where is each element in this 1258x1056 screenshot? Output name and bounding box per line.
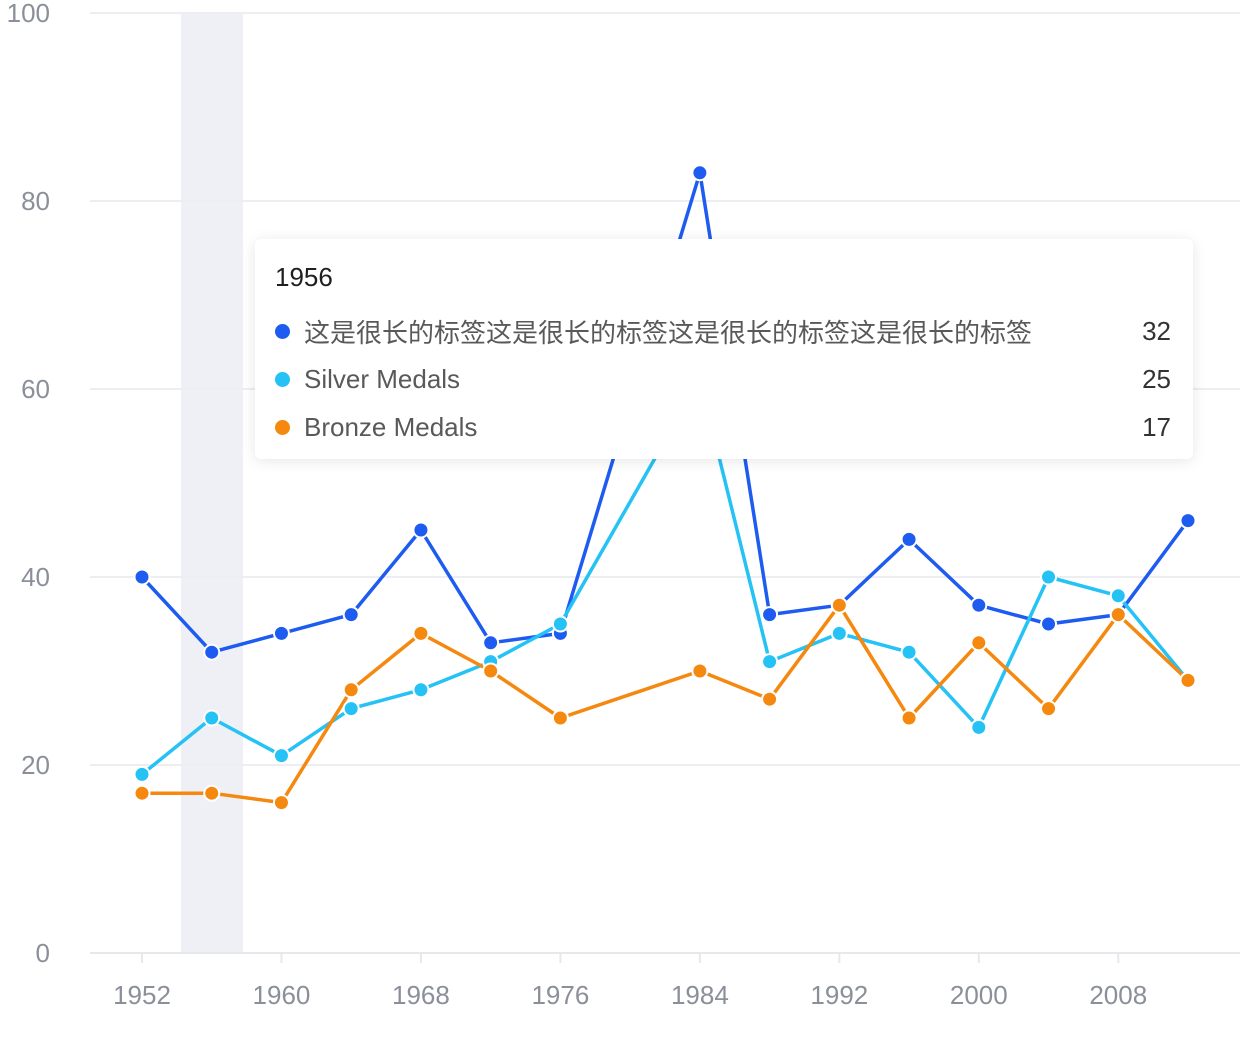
data-point[interactable] [761, 606, 779, 624]
data-point[interactable] [970, 718, 988, 736]
data-point[interactable] [412, 681, 430, 699]
tooltip-series-name: Bronze Medals [304, 411, 478, 442]
x-tick-label: 2008 [1089, 980, 1147, 1010]
legend-marker-icon [275, 323, 290, 339]
data-point[interactable] [342, 606, 360, 624]
y-tick-label: 20 [21, 750, 50, 780]
data-point[interactable] [133, 765, 151, 783]
data-point[interactable] [412, 521, 430, 539]
x-tick-label: 2000 [950, 980, 1008, 1010]
tooltip-series-name: Silver Medals [304, 363, 461, 394]
tooltip-row: 这是很长的标签这是很长的标签这是很长的标签这是很长的标签 32 [275, 307, 1171, 355]
data-point[interactable] [691, 662, 709, 680]
grid-lines [90, 12, 1240, 954]
data-point[interactable] [970, 596, 988, 614]
x-axis: 1952 1960 1968 1976 1984 1992 2000 2008 [113, 953, 1147, 1010]
data-point[interactable] [761, 653, 779, 671]
data-point[interactable] [133, 568, 151, 586]
data-point[interactable] [900, 643, 918, 661]
data-point[interactable] [272, 747, 290, 765]
x-tick-label: 1976 [531, 980, 589, 1010]
tooltip-series-value: 17 [1142, 411, 1171, 442]
data-point[interactable] [970, 634, 988, 652]
data-point[interactable] [272, 794, 290, 812]
x-tick-label: 1968 [392, 980, 450, 1010]
data-point[interactable] [203, 784, 221, 802]
tooltip-row: Bronze Medals 17 [275, 403, 1171, 451]
data-point[interactable] [761, 690, 779, 708]
data-point[interactable] [412, 624, 430, 642]
tooltip: 1956 这是很长的标签这是很长的标签这是很长的标签这是很长的标签 32 Sil… [255, 239, 1193, 459]
tooltip-title: 1956 [275, 262, 333, 292]
data-point[interactable] [830, 624, 848, 642]
y-tick-label: 0 [36, 938, 50, 968]
data-point[interactable] [1109, 606, 1127, 624]
tooltip-series-value: 25 [1142, 363, 1171, 394]
data-point[interactable] [900, 530, 918, 548]
data-point[interactable] [342, 700, 360, 718]
highlight-band [181, 13, 243, 953]
series-group [133, 164, 1197, 812]
data-point[interactable] [482, 662, 500, 680]
data-point[interactable] [1109, 587, 1127, 605]
data-point[interactable] [1179, 671, 1197, 689]
tooltip-row: Silver Medals 25 [275, 355, 1171, 403]
data-point[interactable] [551, 615, 569, 633]
y-tick-label: 80 [21, 186, 50, 216]
data-point[interactable] [1040, 568, 1058, 586]
data-point[interactable] [482, 634, 500, 652]
y-tick-label: 40 [21, 562, 50, 592]
data-point[interactable] [133, 784, 151, 802]
data-point[interactable] [900, 709, 918, 727]
data-point[interactable] [342, 681, 360, 699]
data-point[interactable] [1040, 615, 1058, 633]
data-point[interactable] [691, 164, 709, 182]
x-tick-label: 1984 [671, 980, 729, 1010]
data-point[interactable] [551, 709, 569, 727]
legend-marker-icon [275, 371, 290, 387]
x-tick-label: 1992 [810, 980, 868, 1010]
data-point[interactable] [1179, 512, 1197, 530]
series-line-2 [140, 603, 1190, 805]
data-point[interactable] [1040, 700, 1058, 718]
y-axis: 0 20 40 60 80 100 [7, 0, 50, 968]
x-tick-label: 1960 [253, 980, 311, 1010]
data-point[interactable] [272, 624, 290, 642]
data-point[interactable] [203, 643, 221, 661]
y-tick-label: 100 [7, 0, 50, 28]
data-point[interactable] [203, 709, 221, 727]
tooltip-series-name: 这是很长的标签这是很长的标签这是很长的标签这是很长的标签 [304, 317, 1033, 348]
tooltip-series-value: 32 [1142, 315, 1171, 346]
x-tick-label: 1952 [113, 980, 171, 1010]
y-tick-label: 60 [21, 374, 50, 404]
data-point[interactable] [830, 596, 848, 614]
legend-marker-icon [275, 419, 290, 435]
